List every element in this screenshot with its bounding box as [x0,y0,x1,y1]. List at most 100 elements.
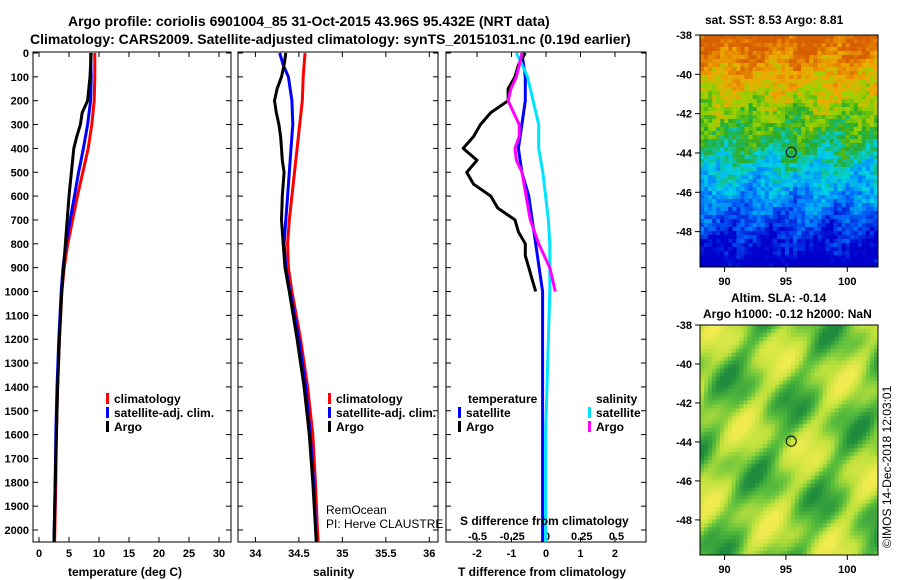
sst-cell [732,95,738,100]
sla-cell [790,380,796,386]
sst-cell [821,263,827,267]
sla-cell [810,384,816,390]
sla-cell [862,483,867,489]
sst-cell [776,151,782,156]
sst-cell [716,47,721,52]
sst-cell [748,255,754,260]
sst-cell [772,179,778,184]
sla-cell [810,436,816,441]
sla-cell [830,511,836,516]
sla-cell [838,440,843,445]
sla-cell [846,388,851,394]
sst-cell [857,175,863,180]
sla-cell [830,428,836,433]
sla-cell [810,443,816,449]
sst-cell [861,179,867,184]
sst-cell [849,67,855,72]
sla-cell [771,463,776,469]
temperature-argo-line [52,52,93,542]
sst-cell [797,47,802,52]
sst-cell [720,119,725,124]
sst-cell [764,143,770,148]
sst-cell [780,191,786,196]
sla-cell [707,443,713,449]
sst-cell [772,227,778,232]
sst-cell [853,103,859,108]
sla-cell [767,364,772,370]
sla-cell [818,420,824,425]
sst-cell [700,95,705,100]
sla-cell [802,392,808,397]
sla-cell [850,368,855,374]
sst-cell [845,203,851,208]
sla-cell [854,443,859,449]
sst-cell [849,43,855,48]
sla-cell [854,507,859,512]
sst-cell [805,183,810,188]
sla-cell [814,455,820,461]
sst-cell [873,83,878,88]
sst-cell [869,163,875,168]
sst-cell [793,203,798,208]
sla-cell [755,483,760,489]
sla-cell [747,467,753,473]
sla-cell [794,491,800,497]
sla-cell [779,348,784,354]
lat-tick-label: -48 [676,227,692,239]
sst-cell [748,35,754,40]
sst-cell [732,55,738,60]
sst-cell [760,39,766,44]
sst-cell [776,99,782,104]
sla-cell [707,428,713,433]
sla-cell [735,455,741,461]
sla-cell [806,388,812,394]
sst-cell [708,99,713,104]
sst-cell [853,55,859,60]
sst-cell [793,159,798,164]
sst-cell [821,55,827,60]
sla-cell [866,451,871,457]
sla-cell [850,364,855,370]
sst-cell [724,151,729,156]
sla-cell [846,360,851,366]
sla-cell [818,360,824,366]
sla-cell [826,503,832,509]
sla-cell [711,511,717,516]
sla-cell [838,475,843,481]
sst-cell [736,99,742,104]
sst-cell [821,247,827,252]
sla-cell [775,503,780,509]
sst-cell [760,187,766,192]
sst-cell [772,155,778,160]
sst-cell [789,259,794,264]
sst-cell [752,51,758,56]
sla-cell [715,356,721,362]
sla-cell [874,440,878,445]
sst-cell [752,255,758,260]
sla-cell [818,424,824,429]
sst-cell [776,243,782,248]
sla-cell [858,325,863,330]
sla-cell [854,420,859,425]
sla-cell [787,325,792,330]
sst-cell [756,211,762,216]
sst-cell [845,239,851,244]
sst-cell [700,255,705,260]
sst-cell [716,247,721,252]
sst-cell [700,171,705,176]
sla-cell [771,368,776,374]
sla-cell [842,443,847,449]
sst-cell [700,227,705,232]
sla-cell [727,328,733,334]
sla-cell [731,495,737,501]
sst-cell [744,71,750,76]
sla-cell [787,336,792,342]
figure-title-line2: Climatology: CARS2009. Satellite-adjuste… [30,31,631,47]
sst-cell [825,159,831,164]
sla-cell [838,344,843,350]
sla-cell [866,487,871,493]
sst-cell [873,243,878,248]
sst-cell [805,75,810,80]
sla-cell [755,451,760,457]
sla-cell [775,471,780,477]
